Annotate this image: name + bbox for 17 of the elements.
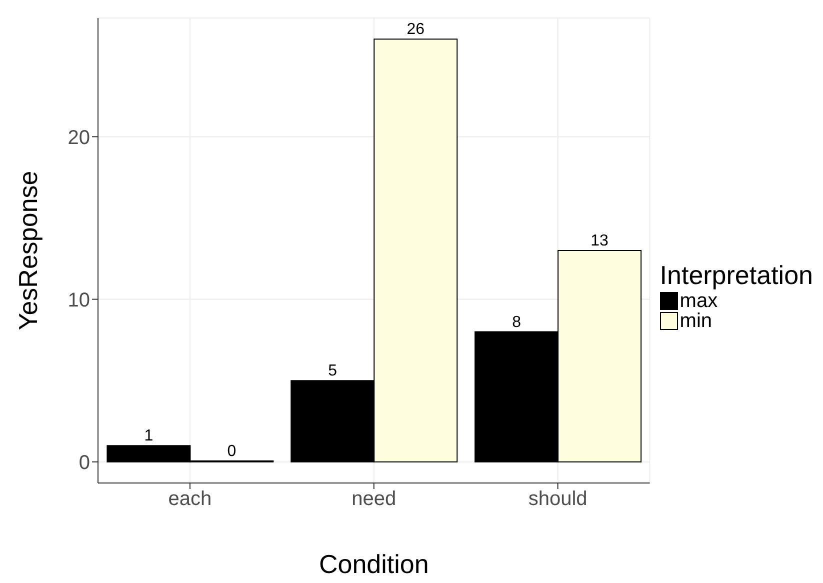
data-label: 0: [227, 442, 236, 460]
legend-label: min: [680, 310, 712, 332]
legend-title: Interpretation: [660, 260, 813, 291]
data-label: 26: [406, 21, 425, 38]
data-label: 8: [512, 314, 522, 331]
x-tick-label: each: [168, 488, 212, 510]
y-axis-title: YesResponse: [13, 170, 44, 330]
data-label: 1: [144, 428, 154, 445]
legend-label: max: [680, 290, 718, 312]
x-tick-label: should: [528, 488, 588, 510]
x-axis-title: Condition: [318, 549, 429, 579]
data-label: 5: [328, 362, 338, 380]
x-tick-label: need: [352, 488, 396, 510]
y-tick-label: 0: [78, 452, 90, 474]
y-tick-label: 20: [68, 126, 90, 149]
data-label: 13: [590, 232, 609, 250]
y-tick-label: 10: [68, 289, 90, 312]
